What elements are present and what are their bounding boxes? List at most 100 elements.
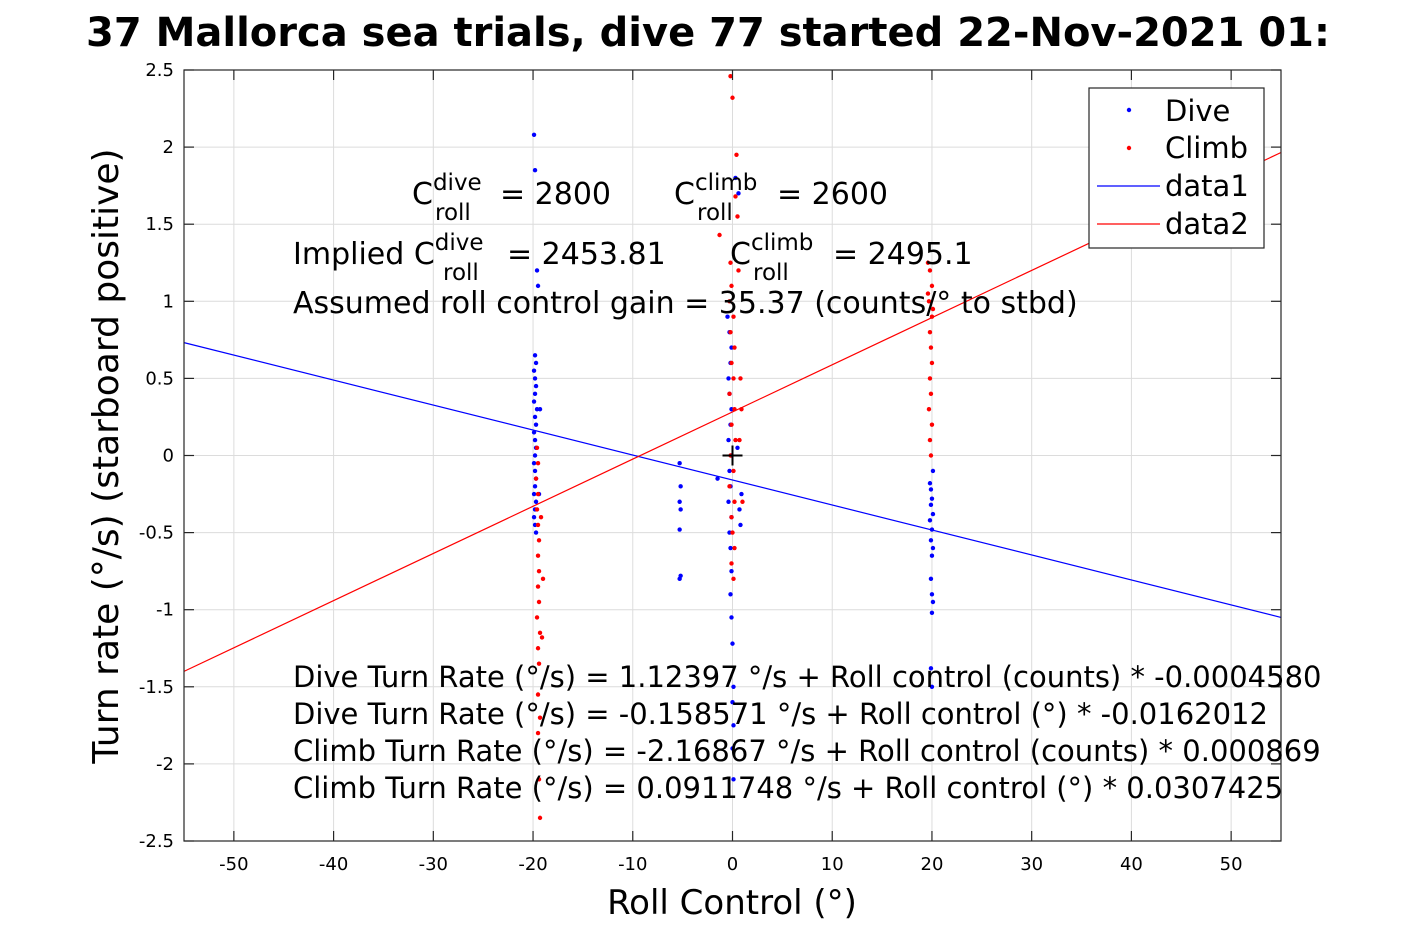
- dive-point: [725, 314, 730, 319]
- x-axis-label: Roll Control (°): [607, 883, 857, 923]
- legend-box: [1088, 87, 1265, 249]
- dive-point: [532, 453, 538, 458]
- data-points: [531, 73, 936, 821]
- dive-point: [735, 445, 740, 450]
- climb-point: [535, 491, 541, 497]
- climb-point: [727, 484, 732, 489]
- dive-point: [928, 487, 934, 492]
- dive-point: [737, 507, 742, 512]
- dive-point: [730, 641, 735, 646]
- climb-point: [929, 283, 935, 289]
- climb-point: [535, 730, 541, 736]
- climb-point: [537, 715, 543, 720]
- legend-dive-swatch: [1126, 107, 1132, 113]
- climb-point: [928, 391, 934, 397]
- y-tick-label: -2.5: [139, 831, 174, 852]
- dive-point: [739, 491, 744, 497]
- climb-point: [535, 461, 541, 466]
- dive-point: [928, 538, 934, 543]
- climb-point: [732, 407, 737, 412]
- dive-point: [531, 461, 537, 466]
- x-axis-ticks: -50 -40 -30 -20 -10 0 10 20 30 40 50: [219, 70, 1243, 875]
- climb-point: [539, 635, 545, 640]
- dive-point: [929, 610, 935, 615]
- dive-point: [928, 666, 934, 671]
- c-climb-annotation: Cclimb roll= 2600: [674, 170, 888, 226]
- climb-point: [926, 299, 932, 304]
- legend-data2-label: data2: [1165, 207, 1249, 241]
- gain-annotation: Assumed roll control gain = 35.37 (count…: [293, 286, 1078, 321]
- dive-point: [738, 522, 743, 528]
- dive-point: [930, 599, 936, 605]
- climb-point: [739, 407, 744, 412]
- dive-point: [730, 700, 735, 705]
- dive-point: [728, 545, 733, 551]
- climb-point: [729, 514, 734, 520]
- roll-constants: Cdive roll= 2800 Cclimb roll= 2600 Implied…: [293, 170, 1078, 321]
- dive-point: [729, 615, 734, 620]
- dive-point: [730, 746, 735, 751]
- climb-point: [728, 73, 733, 79]
- climb-point: [927, 329, 933, 335]
- dive-point: [533, 530, 539, 535]
- dive-point: [726, 499, 731, 504]
- climb-point: [733, 194, 738, 199]
- dive-point: [929, 496, 935, 501]
- climb-point: [734, 152, 739, 158]
- climb-point: [537, 815, 543, 821]
- legend-climb-swatch: [1126, 145, 1132, 151]
- chart-title: 37 Mallorca sea trials, dive 77 started …: [86, 10, 1330, 56]
- dive-point: [531, 491, 537, 497]
- climb-point: [536, 599, 542, 605]
- dive-point: [677, 576, 682, 582]
- dive-point: [715, 476, 720, 481]
- dive-point: [678, 484, 683, 489]
- equations: Dive Turn Rate (°/s) = 1.12397 °/s + Rol…: [293, 660, 1321, 805]
- climb-point: [731, 376, 736, 381]
- climb-point: [738, 376, 743, 381]
- dive-point: [532, 414, 538, 420]
- climb-point: [929, 314, 935, 319]
- dive-point: [534, 268, 540, 273]
- climb-point: [732, 499, 737, 504]
- dive-point: [533, 499, 539, 504]
- climb-point: [727, 391, 732, 397]
- y-axis-label: Turn rate (°/s) (starboard positive): [86, 148, 127, 764]
- dive-point: [533, 383, 539, 389]
- dive-point: [678, 507, 683, 512]
- climb-point: [729, 360, 734, 366]
- climb-point: [540, 576, 546, 582]
- dive-point: [535, 283, 541, 289]
- climb-point: [535, 584, 541, 589]
- climb-point: [728, 260, 733, 265]
- dive-point: [532, 353, 538, 358]
- climb-point: [930, 306, 936, 312]
- climb-point: [740, 499, 745, 504]
- y-tick-label: -2: [156, 754, 174, 775]
- climb-point: [929, 422, 935, 427]
- x-tick-label: 10: [821, 854, 844, 875]
- implied-dive-annotation: Implied Cdive roll= 2453.81: [293, 230, 666, 286]
- dive-point: [930, 511, 936, 517]
- climb-point: [929, 360, 935, 366]
- climb-point: [927, 376, 933, 381]
- dive-point: [928, 576, 934, 582]
- dive-point: [731, 777, 736, 782]
- dive-point: [532, 391, 538, 397]
- dive-point: [537, 407, 543, 412]
- x-tick-label: -20: [518, 854, 547, 875]
- dive-point: [927, 481, 933, 486]
- dive-point: [677, 461, 682, 466]
- dive-point: [532, 468, 538, 474]
- x-tick-label: 30: [1020, 854, 1043, 875]
- dive-point: [533, 360, 539, 366]
- fit-line-data1: [183, 342, 1282, 618]
- equation-3: Climb Turn Rate (°/s) = -2.16867 °/s + R…: [293, 734, 1321, 768]
- climb-point: [717, 232, 722, 238]
- y-tick-label: 2: [163, 137, 174, 158]
- climb-point: [732, 345, 737, 350]
- climb-point: [927, 268, 933, 273]
- dive-point: [532, 484, 538, 489]
- climb-point: [735, 214, 740, 219]
- y-tick-label: 2.5: [145, 60, 174, 81]
